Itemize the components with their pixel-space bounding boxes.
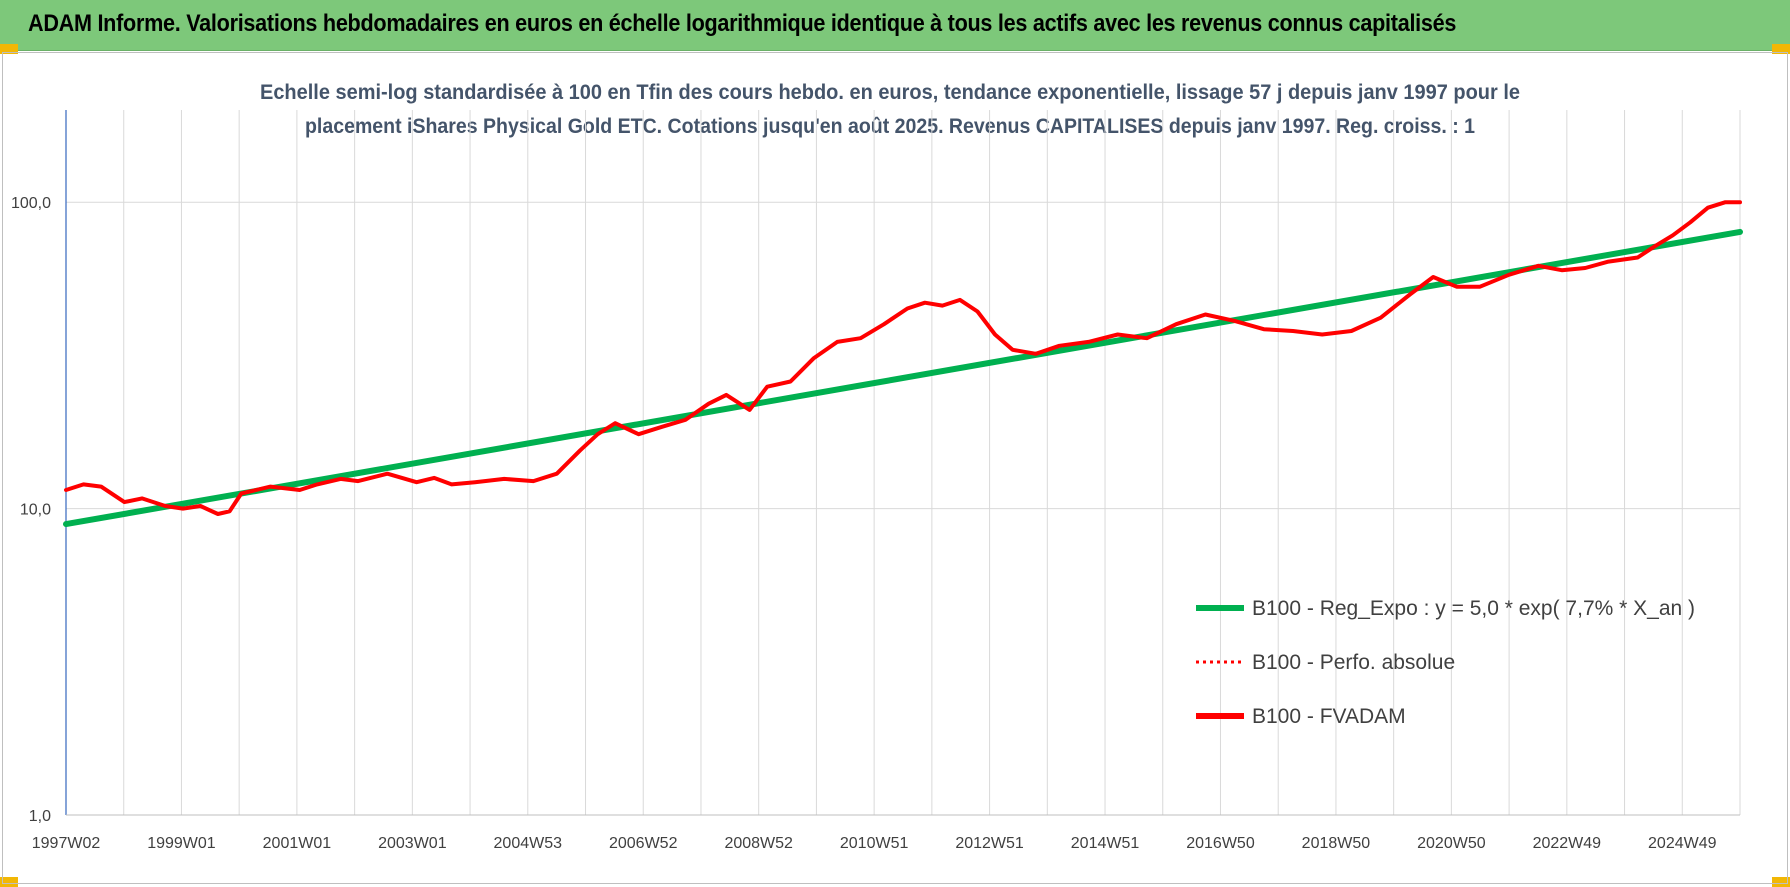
legend-item-reg-expo: B100 - Reg_Expo : y = 5,0 * exp( 7,7% * … bbox=[1196, 597, 1695, 620]
x-tick-label: 2018W50 bbox=[1302, 835, 1371, 852]
chart-axes: 1,0 10,0 100,0 1997W02 1999W01 2001W01 2003W01… bbox=[11, 110, 1740, 852]
x-tick-label: 1997W02 bbox=[32, 835, 101, 852]
corner-marker-top-right bbox=[1772, 44, 1790, 54]
x-tick-label: 2022W49 bbox=[1533, 835, 1602, 852]
legend-label: B100 - FVADAM bbox=[1252, 705, 1406, 728]
x-tick-label: 2020W50 bbox=[1417, 835, 1486, 852]
x-tick-label: 2010W51 bbox=[840, 835, 909, 852]
series-reg-expo-line bbox=[63, 228, 1743, 528]
y-tick-label: 1,0 bbox=[29, 808, 51, 825]
page-title: ADAM Informe. Valorisations hebdomadaire… bbox=[28, 10, 1457, 37]
series-fvadam-line bbox=[64, 200, 1742, 516]
legend-label: B100 - Reg_Expo : y = 5,0 * exp( 7,7% * … bbox=[1252, 597, 1695, 620]
x-tick-label: 2014W51 bbox=[1071, 835, 1140, 852]
x-tick-label: 2008W52 bbox=[724, 835, 793, 852]
chart-legend: B100 - Reg_Expo : y = 5,0 * exp( 7,7% * … bbox=[1196, 597, 1695, 728]
x-tick-label: 1999W01 bbox=[147, 835, 216, 852]
x-tick-label: 2012W51 bbox=[955, 835, 1024, 852]
corner-marker-bottom-left bbox=[0, 877, 18, 887]
header-banner: ADAM Informe. Valorisations hebdomadaire… bbox=[0, 0, 1790, 51]
legend-label: B100 - Perfo. absolue bbox=[1252, 651, 1455, 674]
chart-subtitle-line1: Echelle semi-log standardisée à 100 en T… bbox=[260, 81, 1520, 104]
legend-item-fvadam: B100 - FVADAM bbox=[1196, 705, 1406, 728]
x-tick-label: 2004W53 bbox=[494, 835, 563, 852]
y-tick-label: 10,0 bbox=[20, 502, 51, 519]
chart-grid bbox=[66, 110, 1741, 815]
corner-marker-top-left bbox=[0, 44, 18, 54]
x-tick-label: 2016W50 bbox=[1186, 835, 1255, 852]
x-tick-label: 2024W49 bbox=[1648, 835, 1717, 852]
x-tick-label: 2001W01 bbox=[263, 835, 332, 852]
chart-series bbox=[63, 200, 1743, 528]
legend-item-perfo-absolue: B100 - Perfo. absolue bbox=[1196, 651, 1455, 674]
chart-frame bbox=[2, 52, 1788, 884]
corner-marker-bottom-right bbox=[1772, 877, 1790, 887]
x-tick-label: 2006W52 bbox=[609, 835, 678, 852]
y-tick-label: 100,0 bbox=[11, 195, 51, 212]
x-tick-label: 2003W01 bbox=[378, 835, 447, 852]
chart-subtitle-line2: placement iShares Physical Gold ETC. Cot… bbox=[305, 115, 1475, 138]
